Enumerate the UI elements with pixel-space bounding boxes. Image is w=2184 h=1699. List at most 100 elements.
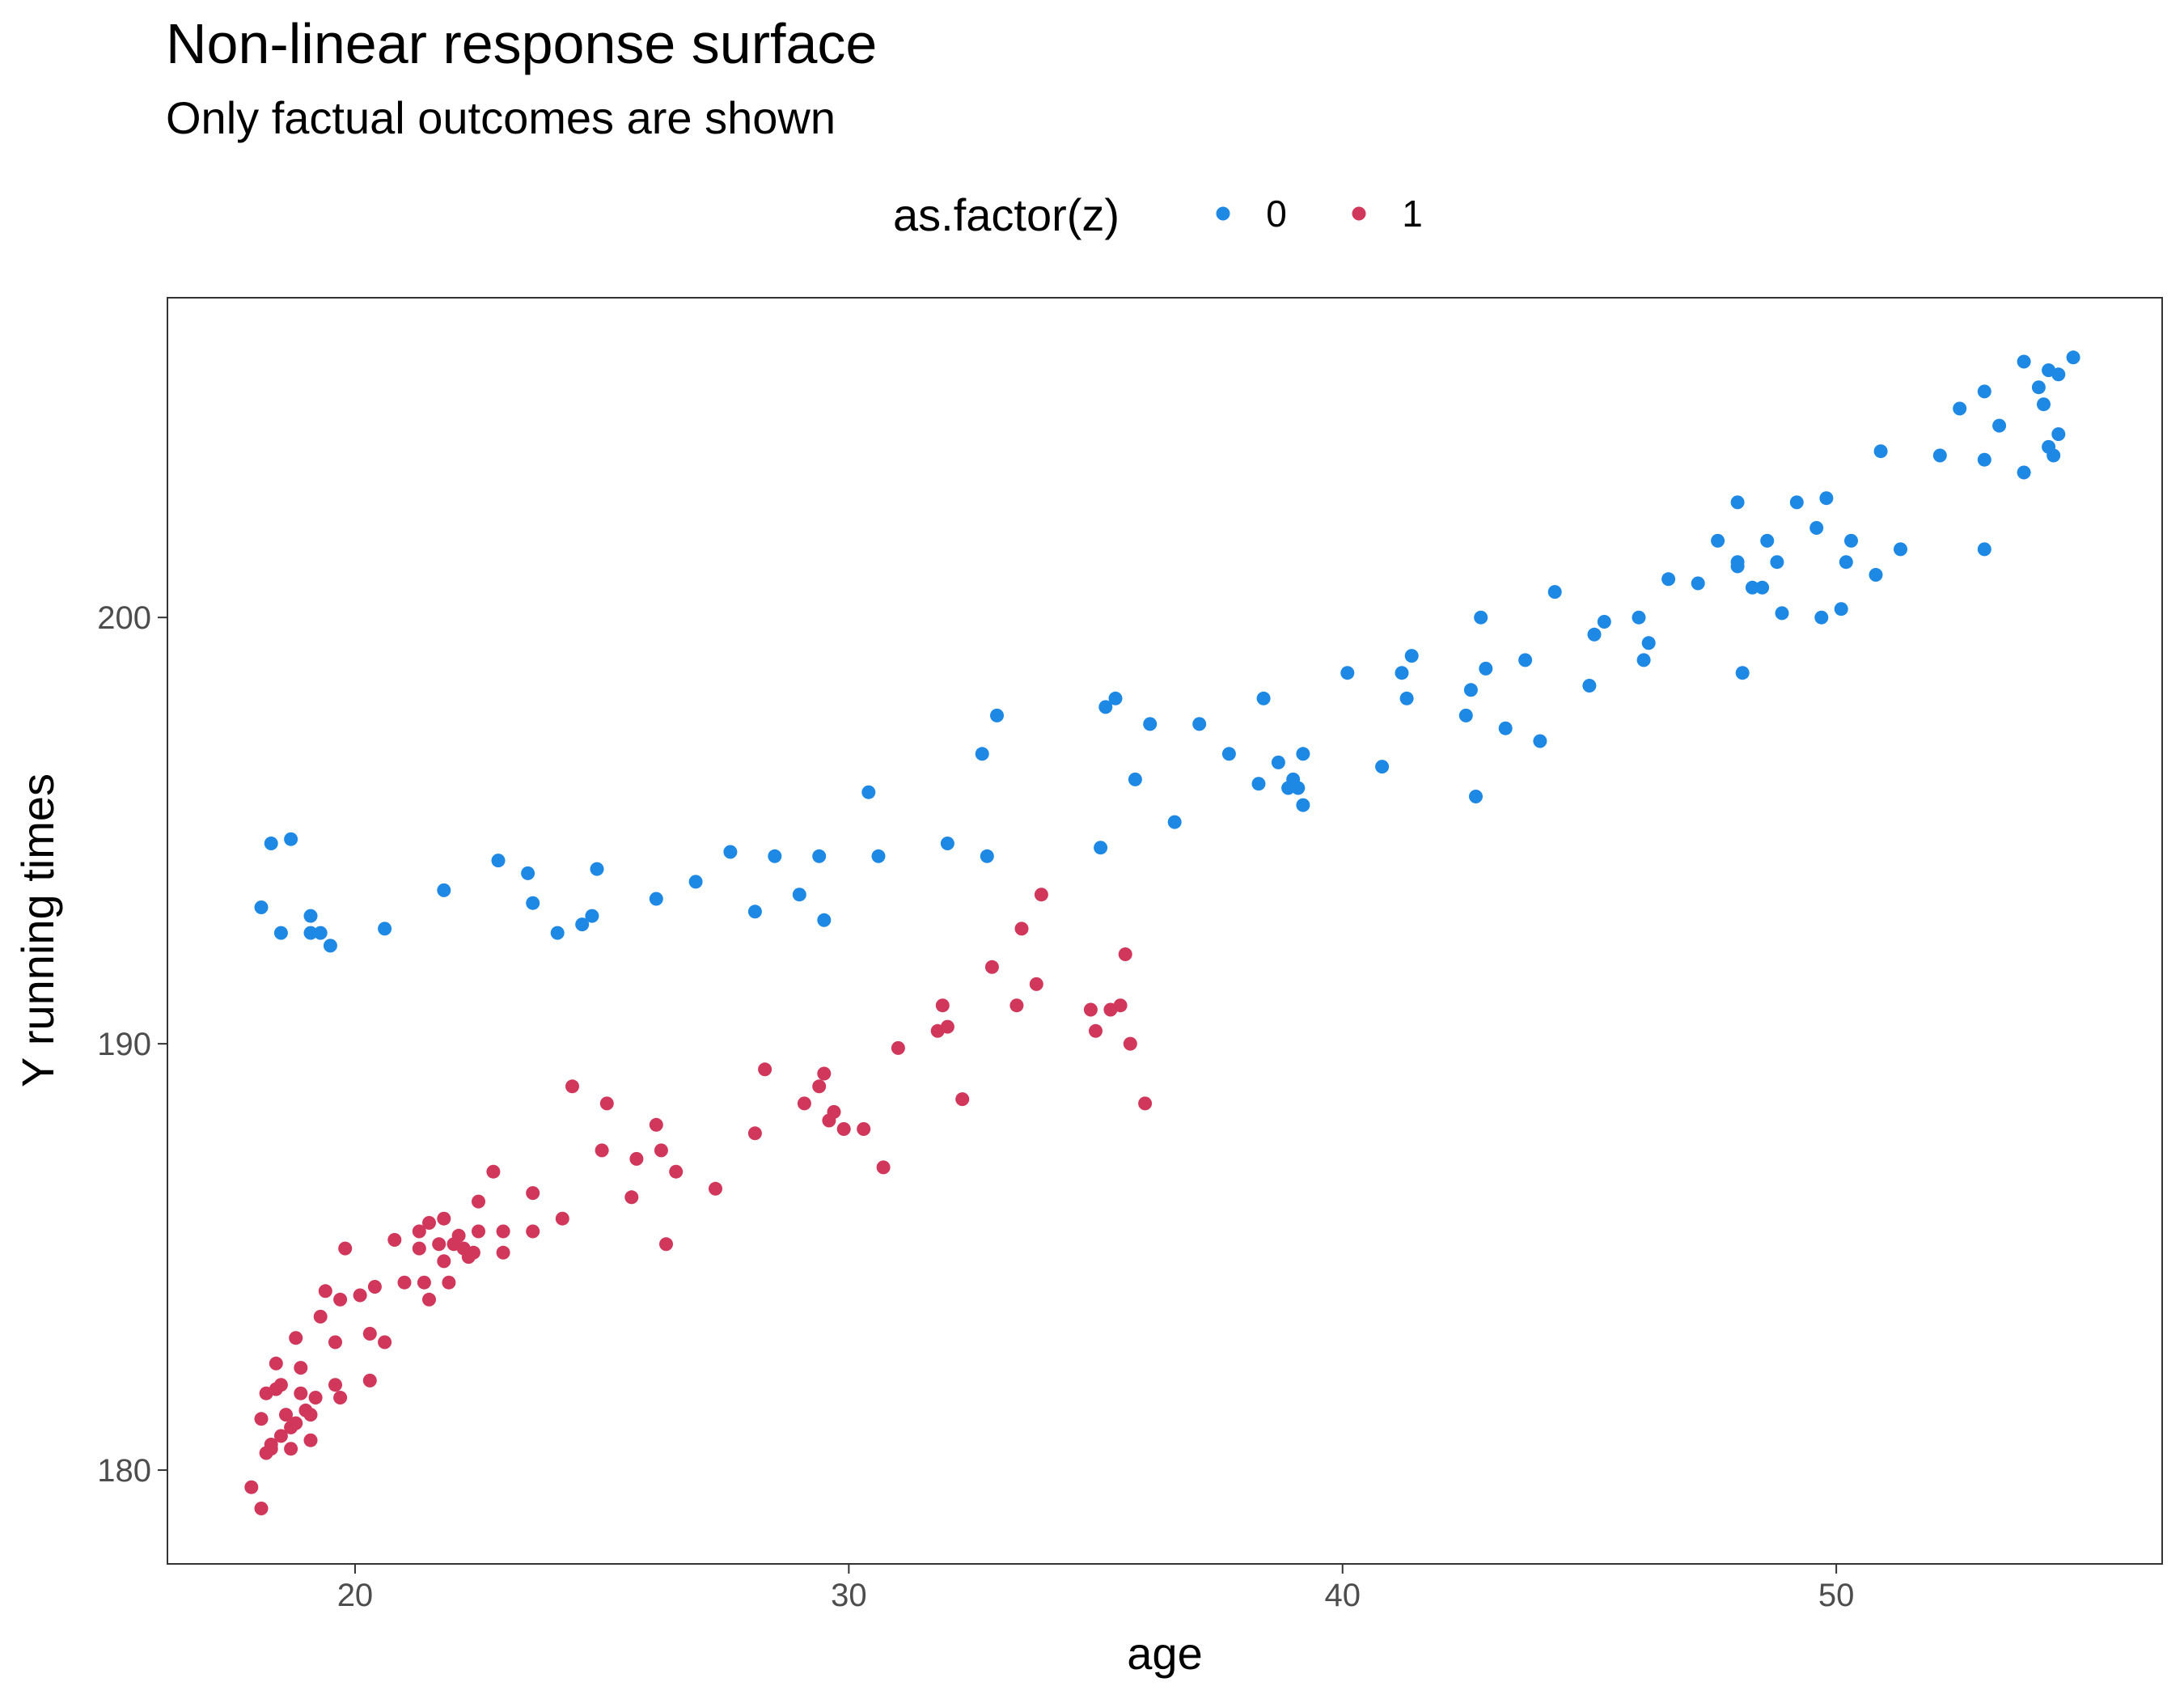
data-point <box>289 1331 303 1345</box>
data-point <box>723 845 738 859</box>
data-point <box>437 1254 451 1269</box>
data-point <box>812 1079 827 1094</box>
data-point <box>303 909 318 923</box>
data-point <box>526 1224 540 1239</box>
data-point <box>269 1356 283 1371</box>
data-point <box>709 1181 722 1196</box>
data-point <box>273 926 288 940</box>
chart-title: Non-linear response surface <box>166 12 877 75</box>
data-point <box>254 900 269 914</box>
data-point <box>279 1408 293 1422</box>
legend-title: as.factor(z) <box>893 189 1120 240</box>
data-point <box>565 1079 579 1094</box>
legend-entry-1: 1 <box>1352 193 1423 235</box>
data-point <box>313 926 328 940</box>
data-point <box>624 1190 639 1205</box>
data-point <box>1814 610 1829 625</box>
data-point <box>980 849 994 863</box>
data-point <box>1479 661 1493 676</box>
data-point <box>817 1066 832 1081</box>
data-point <box>1977 384 1991 399</box>
data-point <box>688 875 703 889</box>
legend-key <box>1352 206 1366 221</box>
data-point <box>2017 354 2031 369</box>
data-point <box>491 854 506 868</box>
data-point <box>935 998 950 1013</box>
data-point <box>1463 683 1478 697</box>
data-point <box>861 785 876 799</box>
x-tick-label: 20 <box>337 1578 374 1613</box>
data-point <box>2031 380 2046 395</box>
data-point <box>827 1104 841 1119</box>
data-point <box>1291 781 1306 795</box>
data-point <box>1691 576 1705 591</box>
data-point <box>768 849 782 863</box>
data-point <box>595 1143 609 1158</box>
data-point <box>284 1442 298 1456</box>
data-point <box>1113 998 1128 1013</box>
data-point <box>669 1164 684 1179</box>
data-point <box>1404 649 1419 663</box>
data-point <box>1143 717 1158 731</box>
y-tick-label: 190 <box>97 1027 151 1062</box>
data-point <box>284 832 298 846</box>
data-point <box>1834 602 1848 616</box>
legend-label: 0 <box>1266 193 1287 235</box>
data-point <box>940 837 954 850</box>
x-axis: 20 30 40 50 <box>337 1564 1854 1613</box>
x-axis-title: age <box>1127 1628 1202 1679</box>
data-point <box>318 1284 332 1299</box>
data-point <box>1399 691 1414 705</box>
data-point <box>585 909 599 923</box>
data-point <box>367 1280 382 1294</box>
data-point <box>303 1433 318 1447</box>
data-point <box>1296 798 1310 812</box>
data-point <box>1138 1096 1153 1111</box>
data-point <box>1869 568 1883 582</box>
data-point <box>1587 627 1602 642</box>
data-point <box>1375 760 1390 774</box>
data-point <box>422 1216 436 1230</box>
data-point <box>975 747 989 761</box>
data-point <box>417 1275 431 1290</box>
data-point <box>1755 580 1770 595</box>
data-point <box>273 1378 288 1392</box>
data-point <box>1498 721 1513 735</box>
legend-label: 1 <box>1402 193 1423 235</box>
data-point <box>659 1237 673 1252</box>
series-0 <box>254 350 2080 953</box>
data-point <box>1518 653 1533 667</box>
data-point <box>333 1292 348 1307</box>
data-point <box>422 1292 436 1307</box>
data-point <box>1256 691 1271 705</box>
data-point <box>1977 452 1991 467</box>
data-point <box>496 1224 510 1239</box>
data-point <box>857 1122 871 1136</box>
data-point <box>836 1122 851 1136</box>
data-point <box>397 1275 412 1290</box>
data-point <box>378 1335 392 1349</box>
data-point <box>1641 636 1656 650</box>
data-point <box>1458 708 1473 722</box>
data-point <box>629 1151 644 1166</box>
data-point <box>2051 427 2066 442</box>
data-point <box>1395 666 1409 680</box>
data-point <box>328 1378 342 1392</box>
data-point <box>797 1096 811 1111</box>
data-point <box>1123 1036 1137 1051</box>
data-point <box>1760 533 1775 548</box>
data-point <box>378 922 392 936</box>
data-point <box>984 960 999 974</box>
data-point <box>333 1391 348 1405</box>
data-point <box>1775 606 1789 621</box>
data-point <box>1094 841 1108 855</box>
legend-key <box>1216 206 1230 221</box>
data-point <box>1118 947 1132 961</box>
data-point <box>812 849 827 863</box>
data-point <box>273 1429 288 1443</box>
data-point <box>1932 448 1947 463</box>
data-point <box>303 1408 318 1422</box>
data-point <box>1809 521 1824 535</box>
